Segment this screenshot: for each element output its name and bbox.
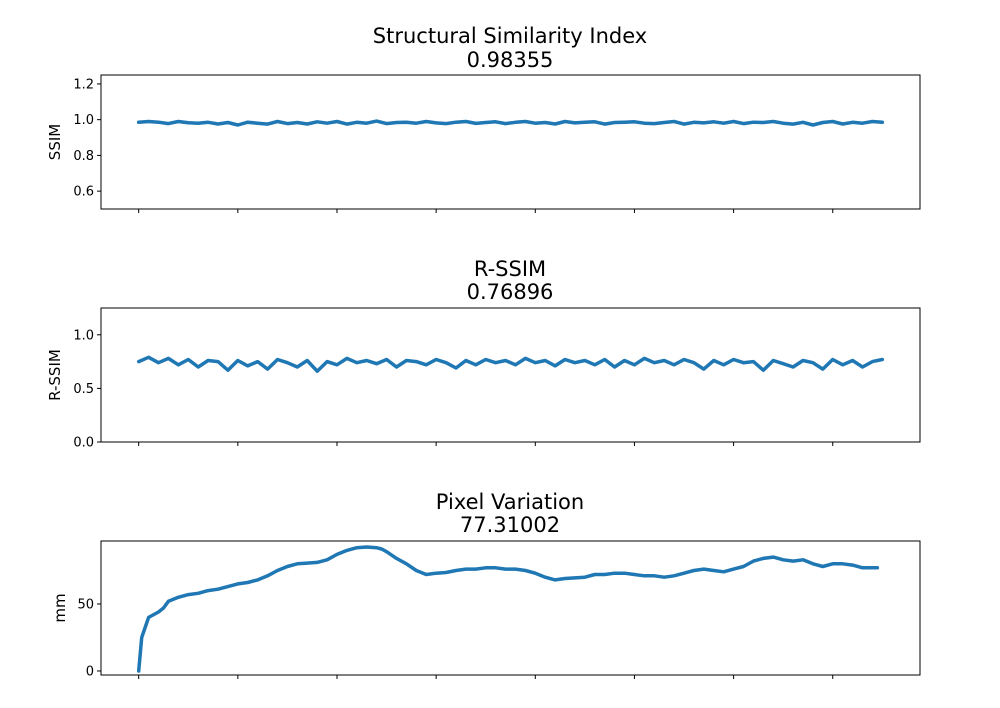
- panel-pixel-variation: Pixel Variation 77.31002 mm 0 50: [51, 490, 921, 679]
- ssim-ytick-label: 1.2: [73, 77, 94, 92]
- rssim-subtitle: 0.76896: [467, 280, 554, 304]
- panel-rssim: R-SSIM 0.76896 R-SSIM 0.0 0.5 1.0: [46, 257, 921, 451]
- rssim-x-axis: [138, 442, 834, 446]
- pixel-variation-y-axis: 0 50: [77, 597, 101, 679]
- rssim-ytick-label: 0.0: [73, 436, 94, 451]
- pixel-variation-subtitle: 77.31002: [460, 513, 560, 537]
- pixel-variation-plot-area: [136, 545, 880, 673]
- ssim-ytick-label: 1.0: [73, 113, 94, 128]
- pixel-variation-ytick-label: 50: [77, 597, 94, 612]
- pixel-variation-ylabel: mm: [51, 593, 69, 622]
- pixel-variation-ytick-label: 0: [86, 664, 94, 679]
- ssim-title: Structural Similarity Index: [373, 24, 647, 48]
- rssim-ytick-label: 1.0: [73, 328, 94, 343]
- ssim-plot-area: [136, 119, 885, 127]
- rssim-series-line: [136, 355, 885, 373]
- rssim-ytick-label: 0.5: [73, 382, 94, 397]
- ssim-axes-frame: [100, 74, 921, 210]
- panel-ssim: Structural Similarity Index 0.98355 SSIM…: [46, 24, 921, 213]
- rssim-y-axis: 0.0 0.5 1.0: [73, 328, 101, 451]
- ssim-subtitle: 0.98355: [467, 48, 554, 72]
- rssim-axes-frame: [100, 307, 921, 443]
- ssim-ytick-label: 0.6: [73, 185, 94, 200]
- ssim-ylabel: SSIM: [46, 124, 64, 160]
- rssim-title: R-SSIM: [474, 257, 546, 281]
- ssim-series-line: [136, 119, 885, 127]
- pixel-variation-x-axis: [138, 675, 834, 679]
- ssim-y-axis: 0.6 0.8 1.0 1.2: [73, 77, 101, 200]
- rssim-ylabel: R-SSIM: [46, 349, 64, 401]
- pixel-variation-title: Pixel Variation: [436, 490, 584, 514]
- pixel-variation-axes-frame: [100, 540, 921, 676]
- ssim-x-axis: [138, 209, 834, 213]
- pixel-variation-series-line: [136, 545, 880, 673]
- rssim-plot-area: [136, 355, 885, 373]
- ssim-ytick-label: 0.8: [73, 149, 94, 164]
